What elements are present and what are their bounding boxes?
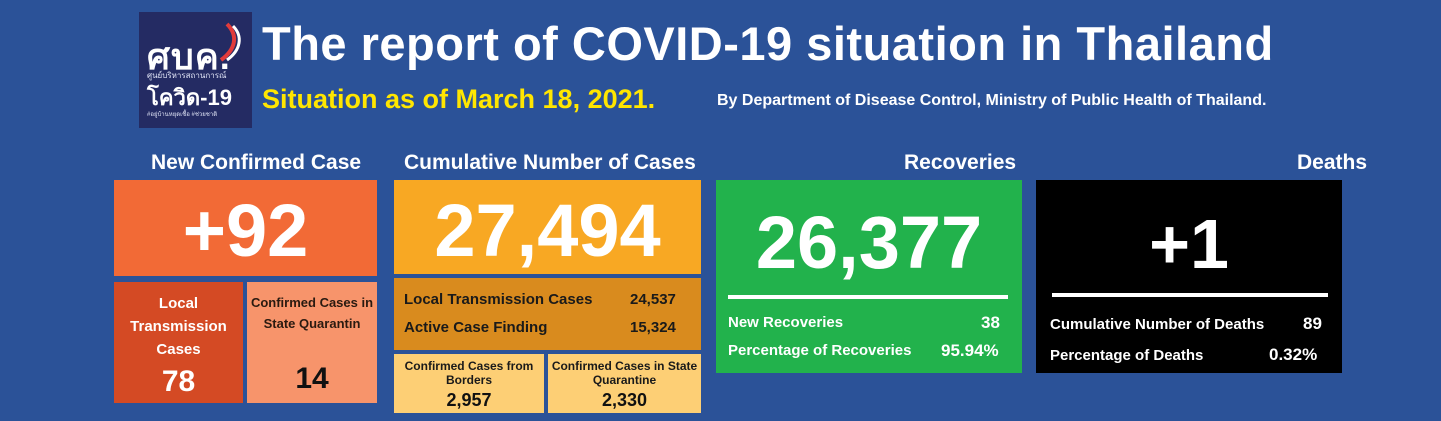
recoveries-value: 26,377 xyxy=(755,201,983,284)
report-title: The report of COVID-19 situation in Thai… xyxy=(262,17,1274,70)
cum-active-value: 15,324 xyxy=(630,319,676,336)
logo-title: ศบค. xyxy=(147,36,231,77)
ccsa-logo: ศบค. ศูนย์บริหารสถานการณ์ โควิด-19 #อยู่… xyxy=(139,12,252,128)
deaths-pct-value: 0.32% xyxy=(1269,345,1318,364)
cum-local-value: 24,537 xyxy=(630,291,676,308)
recoveries-pct-value: 95.94% xyxy=(941,341,999,360)
local-transmission-label: Local Transmission Cases xyxy=(130,295,227,358)
deaths-heading: Deaths xyxy=(1297,151,1368,174)
cum-quarantine-value: 2,330 xyxy=(601,390,648,410)
state-quarantine-value: 14 xyxy=(295,362,329,395)
recoveries-divider xyxy=(728,295,1008,299)
cum-borders-panel: Confirmed Cases from Borders 2,957 xyxy=(394,354,544,413)
logo-swoosh-icon xyxy=(219,22,241,62)
cum-quarantine-label: Confirmed Cases in State Quarantine xyxy=(551,359,698,387)
deaths-divider xyxy=(1052,293,1328,297)
cum-quarantine-panel: Confirmed Cases in State Quarantine 2,33… xyxy=(548,354,701,413)
situation-date: Situation as of March 18, 2021. xyxy=(262,84,656,114)
recoveries-panel: 26,377 New Recoveries 38 Percentage of R… xyxy=(716,180,1022,373)
logo-tagline: #อยู่บ้านหยุดเชื้อ #ช่วยชาติ xyxy=(147,112,218,118)
cumulative-value: 27,494 xyxy=(434,189,661,272)
cum-local-label: Local Transmission Cases xyxy=(404,291,593,308)
deaths-pct-label: Percentage of Deaths xyxy=(1050,347,1204,364)
state-quarantine-label: Confirmed Cases in State Quarantin xyxy=(250,295,374,331)
deaths-panel: +1 Cumulative Number of Deaths 89 Percen… xyxy=(1036,180,1342,373)
cum-deaths-label: Cumulative Number of Deaths xyxy=(1050,316,1265,333)
recoveries-pct-label: Percentage of Recoveries xyxy=(728,342,912,359)
recoveries-heading: Recoveries xyxy=(904,151,1017,174)
new-recoveries-label: New Recoveries xyxy=(728,314,844,331)
cumulative-heading: Cumulative Number of Cases xyxy=(404,151,696,174)
local-transmission-panel: Local Transmission Cases 78 xyxy=(114,282,243,403)
logo-name: โควิด-19 xyxy=(147,85,232,110)
report-source: By Department of Disease Control, Minist… xyxy=(717,92,1267,109)
cum-borders-label: Confirmed Cases from Borders xyxy=(404,359,534,387)
cum-borders-value: 2,957 xyxy=(446,390,492,410)
logo-subtitle: ศูนย์บริหารสถานการณ์ xyxy=(147,71,227,80)
new-confirmed-heading: New Confirmed Case xyxy=(151,151,362,174)
cumulative-panel: 27,494 xyxy=(394,180,701,274)
new-confirmed-value: +92 xyxy=(182,189,309,272)
deaths-value: +1 xyxy=(1149,205,1229,283)
cum-deaths-value: 89 xyxy=(1303,314,1322,333)
local-transmission-value: 78 xyxy=(161,365,196,398)
new-confirmed-panel: +92 xyxy=(114,180,377,276)
cumulative-breakdown-panel: Local Transmission Cases 24,537 Active C… xyxy=(394,278,701,350)
state-quarantine-panel: Confirmed Cases in State Quarantin 14 xyxy=(247,282,377,403)
cum-active-label: Active Case Finding xyxy=(404,319,548,336)
new-recoveries-value: 38 xyxy=(981,313,1000,332)
